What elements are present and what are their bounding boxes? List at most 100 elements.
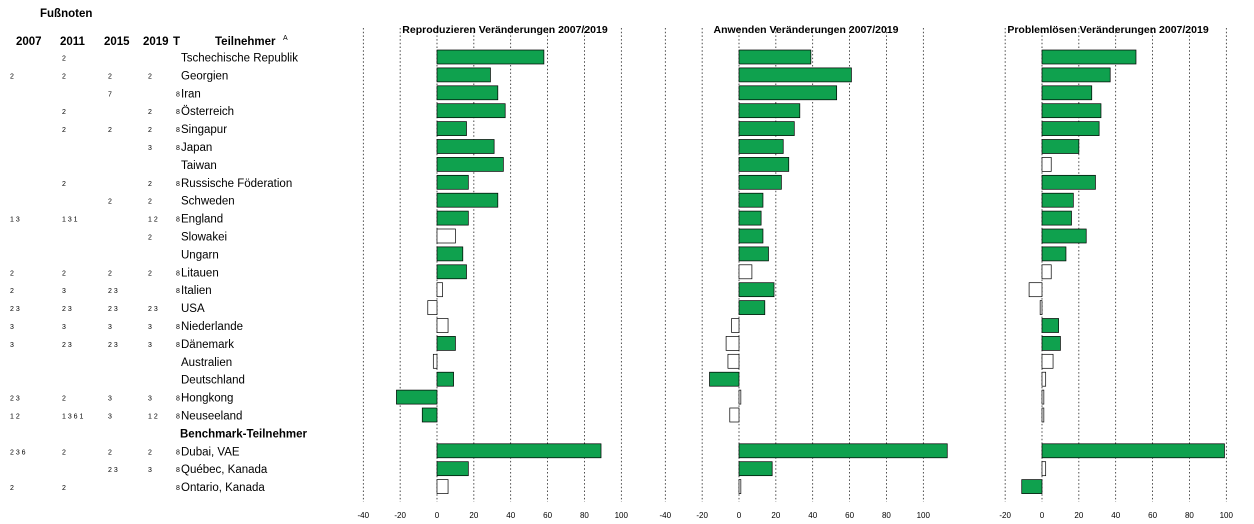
footnote-marker: 8 (176, 288, 180, 295)
footnote-marker: 1 3 6 1 (62, 414, 84, 421)
x-tick-label: 0 (1040, 511, 1045, 520)
footnote-marker: 2 (108, 199, 112, 206)
participant-name: Japan (181, 142, 212, 154)
bar (738, 443, 948, 459)
footnote-marker: 2 3 (108, 467, 118, 474)
bar (738, 192, 764, 208)
participant-row: 2 3 2 3 8 Italien (10, 285, 212, 297)
participant-row: 2 Slowakei (148, 232, 227, 244)
x-tick-label: 100 (1220, 511, 1234, 520)
bar (738, 174, 782, 190)
participant-row: 2 3 2 3 2 3 2 3 USA (10, 303, 205, 315)
x-tick-label: 80 (580, 511, 589, 520)
footnote-marker: 2 (10, 288, 14, 295)
footnote-marker: 8 (176, 109, 180, 116)
participant-name: Singapur (181, 124, 227, 136)
x-tick-label: 40 (1111, 511, 1120, 520)
bar (1041, 353, 1054, 369)
footnote-marker: 3 (148, 145, 152, 152)
footnote-marker: 3 (10, 324, 14, 331)
participant-name: Georgien (181, 70, 228, 82)
x-tick-label: -40 (659, 511, 671, 520)
chart-panel: Reproduzieren Veränderungen 2007/2019 -40… (357, 24, 628, 520)
x-tick-label: 100 (615, 511, 629, 520)
footnote-marker: 8 (176, 127, 180, 134)
bar (436, 103, 506, 119)
bar (738, 389, 742, 405)
bar (1041, 157, 1052, 172)
bar (738, 103, 801, 119)
bar (738, 228, 764, 244)
participant-row: 2 2 2 2 Georgien (10, 70, 228, 82)
footnote-marker: 2 (10, 485, 14, 492)
footnote-marker: 2 3 6 (10, 449, 26, 456)
bar (436, 174, 469, 190)
bar (1041, 67, 1111, 83)
bar (738, 300, 766, 315)
footnote-marker: 2 (148, 449, 152, 456)
x-tick-label: 60 (845, 511, 854, 520)
participant-row: 2 Tschechische Republik (62, 53, 298, 65)
bar (738, 210, 762, 226)
footnote-marker: 2 (108, 127, 112, 134)
bar (725, 336, 740, 351)
footnote-marker: 7 (108, 91, 112, 98)
chart-title: Problemlösen Veränderungen 2007/2019 (1007, 24, 1209, 36)
participant-name: Dubai, VAE (181, 446, 240, 458)
participant-row: 2 2 2 2 8 Litauen (10, 267, 219, 279)
bar (729, 407, 740, 423)
footnote-marker: 2 (10, 270, 14, 277)
x-tick-label: -20 (999, 511, 1011, 520)
footnote-marker: 8 (176, 396, 180, 403)
col-header-2011: 2011 (60, 36, 86, 48)
bar (738, 264, 753, 280)
participant-row: Taiwan (181, 160, 217, 172)
footnote-marker: 2 (62, 270, 66, 277)
bar (1041, 264, 1052, 280)
chart-title: Reproduzieren Veränderungen 2007/2019 (402, 24, 608, 36)
participant-row: 3 8 Japan (148, 142, 212, 154)
footnote-marker: 2 (62, 181, 66, 188)
footnote-marker: 2 3 (108, 306, 118, 313)
footnotes-header: Fußnoten (40, 8, 92, 20)
bar (396, 389, 438, 405)
footnote-marker: 8 (176, 449, 180, 456)
participants-header: Teilnehmer (215, 36, 276, 48)
bar (1041, 139, 1080, 154)
footnote-marker: 8 (176, 145, 180, 152)
bar (421, 407, 438, 423)
footnote-marker: 8 (176, 324, 180, 331)
bar (1041, 103, 1102, 119)
participant-row: 2 2 Schweden (108, 196, 235, 208)
participant-name: England (181, 214, 223, 226)
bar (1041, 371, 1047, 387)
benchmark-header: Benchmark-Teilnehmer (180, 428, 307, 440)
participant-name: Hongkong (181, 393, 233, 405)
footnote-marker: 2 (62, 485, 66, 492)
bar (1041, 49, 1137, 65)
participant-name: USA (181, 303, 205, 315)
participant-row: 7 8 Iran (108, 88, 201, 100)
footnote-marker: 2 (62, 73, 66, 80)
x-tick-label: 20 (1074, 511, 1083, 520)
bar (1041, 336, 1061, 351)
footnote-marker: 3 (62, 324, 66, 331)
footnote-marker: 2 (108, 449, 112, 456)
footnote-marker: 3 (108, 396, 112, 403)
footnote-marker: 1 2 (148, 414, 158, 421)
bar (436, 443, 602, 459)
bar (727, 353, 740, 369)
footnote-marker: 2 (62, 127, 66, 134)
footnote-marker: 8 (176, 181, 180, 188)
chart-title: Anwenden Veränderungen 2007/2019 (714, 24, 899, 36)
bar (738, 49, 812, 65)
footnote-marker: 2 (148, 270, 152, 277)
footnote-marker: 8 (176, 414, 180, 421)
bar (1021, 479, 1043, 494)
participant-row: 2 2 8 Österreich (62, 106, 234, 118)
x-tick-label: 40 (506, 511, 515, 520)
footnote-marker: 3 (108, 324, 112, 331)
participant-row: 2 2 8 Russische Föderation (62, 178, 292, 190)
bar (436, 85, 499, 101)
x-tick-label: 40 (808, 511, 817, 520)
